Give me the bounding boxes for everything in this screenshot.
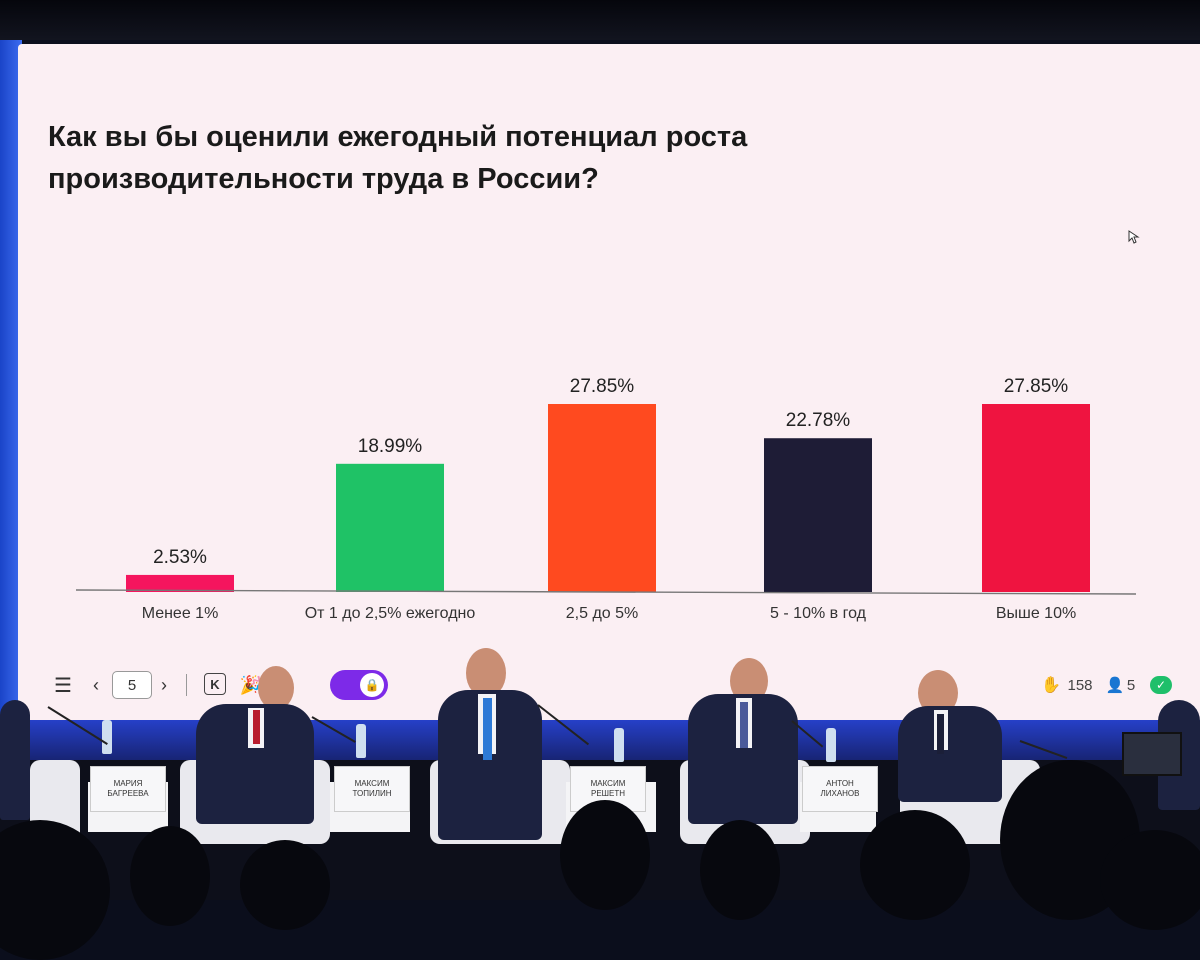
bar-chart: 2.53% Менее 1% 18.99% От 1 до 2,5% ежегодно… xyxy=(75,376,1137,622)
nameplate: АНТОН ЛИХАНОВ xyxy=(802,766,878,812)
water-bottle xyxy=(356,724,366,758)
category-label: 2,5 до 5% xyxy=(566,605,639,622)
check-badge-icon: ✓ xyxy=(1150,676,1172,694)
audience-head xyxy=(240,840,330,930)
presentation-toolbar: ☰ ‹ 5 › K 🎉 ⊘ 🔒 ✋ 158 👤 5 ✓ xyxy=(18,664,1200,708)
category-label: От 1 до 2,5% ежегодно xyxy=(305,605,476,622)
speaker-edge-left xyxy=(0,700,30,820)
bar-value-label: 27.85% xyxy=(570,376,635,397)
led-wall-edge xyxy=(0,40,22,740)
x-axis-line xyxy=(75,589,1137,595)
bar-5 xyxy=(982,404,1090,592)
mouse-cursor-icon xyxy=(1128,230,1140,244)
bar-3 xyxy=(548,404,656,592)
bar-value-label: 22.78% xyxy=(786,410,851,431)
participant-icon: 👤 xyxy=(1105,677,1125,694)
water-bottle xyxy=(614,728,624,762)
category-label: Менее 1% xyxy=(142,605,219,622)
toolbar-divider xyxy=(186,674,187,696)
slide-number-field[interactable]: 5 xyxy=(112,671,152,699)
chevron-right-icon[interactable]: › xyxy=(161,674,167,695)
raised-hand-icon: ✋ xyxy=(1041,677,1061,694)
ceiling xyxy=(0,0,1200,40)
lock-toggle[interactable]: 🔒 xyxy=(330,670,388,700)
confetti-icon[interactable]: 🎉 xyxy=(239,674,263,695)
bar-2 xyxy=(336,463,444,592)
bar-4 xyxy=(764,438,872,592)
audience-head xyxy=(130,826,210,926)
bar-value-label: 27.85% xyxy=(1004,376,1069,397)
nameplate: МАРИЯ БАГРЕЕВА xyxy=(90,766,166,812)
bar-value-label: 2.53% xyxy=(153,547,207,568)
bar-1 xyxy=(126,574,234,592)
chevron-left-icon[interactable]: ‹ xyxy=(93,674,99,695)
hamburger-menu-icon[interactable]: ☰ xyxy=(54,674,72,697)
audience-head xyxy=(860,810,970,920)
presentation-screen: Как вы бы оценили ежегодный потенциал ро… xyxy=(18,44,1200,720)
lock-icon: 🔒 xyxy=(360,673,384,697)
votes-count: 158 xyxy=(1067,676,1093,694)
camera-monitor xyxy=(1122,732,1182,776)
k-key-icon[interactable]: K xyxy=(204,673,226,695)
nameplate: МАКСИМ ТОПИЛИН xyxy=(334,766,410,812)
slide-title: Как вы бы оценили ежегодный потенциал ро… xyxy=(48,121,748,195)
audience-head xyxy=(700,820,780,920)
water-bottle xyxy=(102,720,112,754)
category-label: 5 - 10% в год xyxy=(770,605,867,622)
category-label: Выше 10% xyxy=(996,605,1076,622)
audience-head xyxy=(1100,830,1200,930)
audience-head xyxy=(560,800,650,910)
bars-group: 2.53% Менее 1% 18.99% От 1 до 2,5% ежегодно… xyxy=(126,376,1090,622)
bar-value-label: 18.99% xyxy=(358,436,423,457)
participants-count: 5 xyxy=(1126,676,1136,694)
water-bottle xyxy=(826,728,836,762)
